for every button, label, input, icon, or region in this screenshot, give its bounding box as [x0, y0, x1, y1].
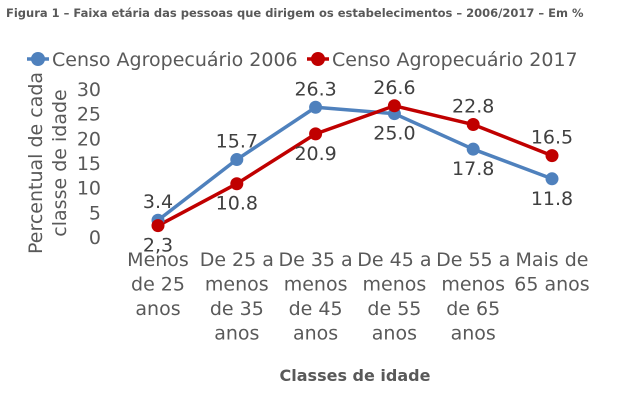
data-label-s1-1: 3.4 [143, 191, 173, 213]
data-point-s2-1 [151, 219, 165, 233]
data-point-s2-5 [466, 118, 480, 132]
data-label-s1-2: 15.7 [216, 131, 258, 153]
data-label-s1-4: 25.0 [373, 123, 415, 145]
legend-label-1: Censo Agropecuário 2006 [52, 49, 298, 71]
y-tick-label-0: 0 [89, 227, 101, 249]
x-tick-label-4: De 45 a menos de 55 anos [357, 249, 431, 345]
data-label-s2-5: 22.8 [452, 96, 494, 118]
y-tick-label-15: 15 [77, 153, 101, 175]
series-line-1 [156, 105, 553, 222]
data-point-s2-2 [230, 177, 244, 191]
data-point-s1-5 [466, 142, 480, 156]
x-tick-label-6: Mais de 65 anos [514, 249, 589, 296]
y-tick-label-5: 5 [89, 202, 101, 224]
x-axis-title: Classes de idade [280, 366, 431, 385]
data-point-s2-6 [545, 149, 559, 163]
data-label-s2-2: 10.8 [216, 193, 258, 215]
x-tick-label-3: De 35 a menos de 45 anos [278, 249, 352, 345]
data-label-s2-3: 20.9 [294, 143, 336, 165]
y-axis-title-line-2: classe de idade [49, 89, 71, 236]
y-axis-title: Percentual de cada classe de idade [25, 72, 71, 254]
data-label-s2-1: 2,3 [143, 235, 173, 257]
series-points [151, 99, 559, 233]
chart-legend: Censo Agropecuário 2006 Censo Agropecuári… [27, 49, 578, 71]
y-tick-label-25: 25 [77, 104, 101, 126]
data-point-s2-3 [309, 127, 323, 141]
data-label-s2-6: 16.5 [531, 127, 573, 149]
data-point-s2-4 [387, 99, 401, 113]
x-tick-label-1: Menos de 25 anos [127, 249, 189, 320]
data-point-s1-6 [545, 172, 559, 186]
data-point-s1-2 [230, 153, 244, 167]
x-tick-label-5: De 55 a menos de 65 anos [436, 249, 510, 345]
y-axis-title-line-1: Percentual de cada [25, 72, 47, 254]
legend-marker-1 [31, 52, 45, 66]
x-tick-label-2: De 25 a menos de 35 anos [200, 249, 274, 345]
data-label-s2-4: 26.6 [373, 77, 415, 99]
data-label-s1-3: 26.3 [294, 78, 336, 100]
data-label-s1-6: 11.8 [531, 188, 573, 210]
figure-title: Figura 1 – Faixa etária das pessoas que … [6, 6, 584, 20]
data-labels: 3.4 15.7 26.3 25.0 17.8 11.8 2,3 10.8 20.9 26.6 22… [143, 77, 573, 257]
y-tick-label-20: 20 [77, 128, 101, 150]
legend-label-2: Censo Agropecuário 2017 [332, 49, 578, 71]
legend-marker-2 [311, 52, 325, 66]
series-lines [156, 104, 553, 228]
data-point-s1-3 [309, 100, 323, 114]
data-label-s1-5: 17.8 [452, 158, 494, 180]
series-line-2 [157, 104, 553, 228]
y-tick-label-10: 10 [77, 178, 101, 200]
y-tick-label-30: 30 [77, 79, 101, 101]
